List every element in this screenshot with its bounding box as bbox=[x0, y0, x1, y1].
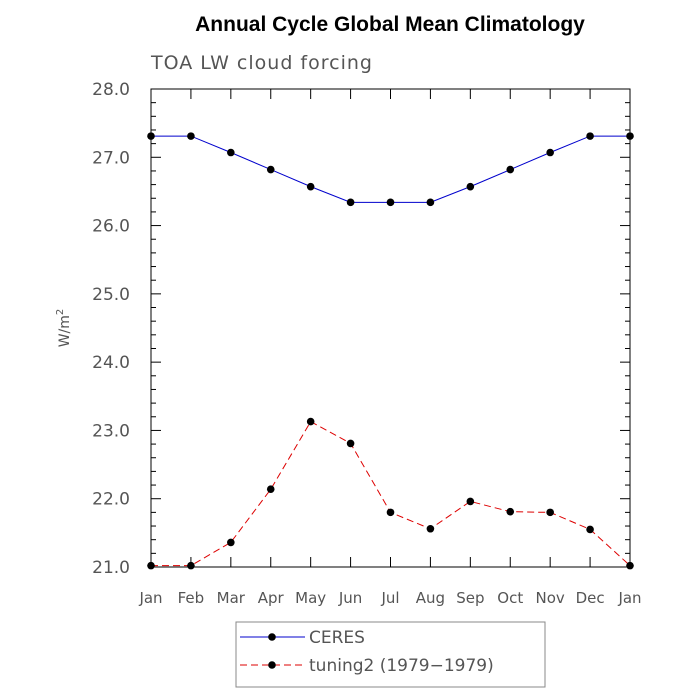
series-0 bbox=[147, 132, 634, 207]
data-point bbox=[227, 148, 235, 157]
y-tick-label: 23.0 bbox=[92, 421, 130, 441]
x-tick-label: Aug bbox=[416, 589, 445, 607]
data-point bbox=[187, 132, 195, 140]
data-point bbox=[506, 507, 515, 516]
y-tick-label: 21.0 bbox=[92, 558, 130, 578]
y-tick-label: 26.0 bbox=[92, 217, 130, 237]
series-1 bbox=[147, 417, 634, 570]
x-tick-label: Feb bbox=[178, 589, 205, 607]
data-point bbox=[266, 165, 275, 174]
legend-marker-0 bbox=[268, 633, 276, 641]
data-point bbox=[546, 148, 554, 157]
major-ticks bbox=[150, 88, 631, 568]
x-tick-label: Dec bbox=[576, 589, 605, 607]
y-tick-label: 22.0 bbox=[92, 490, 130, 510]
x-tick-label: Nov bbox=[536, 589, 565, 607]
data-point bbox=[187, 561, 195, 570]
legend-entries: CERES tuning2 (1979−1979) bbox=[240, 628, 494, 676]
data-point bbox=[626, 132, 634, 140]
data-point bbox=[386, 508, 395, 517]
y-tick-label: 27.0 bbox=[92, 148, 130, 168]
x-tick-label: Jun bbox=[338, 589, 362, 607]
series-line-1 bbox=[151, 420, 631, 567]
y-axis-label-superscript: 2 bbox=[55, 309, 66, 315]
data-point bbox=[586, 525, 594, 534]
series-line-0 bbox=[151, 135, 630, 203]
data-point bbox=[426, 524, 435, 533]
y-axis-label: W/m2 bbox=[55, 309, 73, 348]
legend-label-0: CERES bbox=[309, 628, 365, 648]
series-layer bbox=[147, 132, 634, 570]
data-point bbox=[466, 182, 475, 191]
legend-box bbox=[235, 621, 546, 688]
plot-frame bbox=[150, 88, 631, 568]
legend-marker-1 bbox=[268, 661, 276, 669]
data-point bbox=[147, 132, 155, 140]
data-point bbox=[147, 561, 155, 570]
chart-subtitle: TOA LW cloud forcing bbox=[150, 52, 373, 74]
data-point bbox=[306, 417, 315, 426]
y-tick-label: 25.0 bbox=[92, 285, 130, 305]
data-point bbox=[546, 508, 554, 517]
x-tick-label: Jan bbox=[617, 589, 641, 607]
data-point bbox=[346, 198, 355, 207]
x-tick-label: Jan bbox=[138, 589, 162, 607]
x-tick-label: May bbox=[295, 589, 326, 607]
data-point bbox=[506, 165, 515, 174]
data-point bbox=[266, 485, 275, 493]
x-tick-label: Mar bbox=[217, 589, 246, 607]
minor-ticks bbox=[151, 102, 630, 554]
data-point bbox=[466, 497, 475, 506]
x-tick-label: Sep bbox=[456, 589, 484, 607]
legend: CERES tuning2 (1979−1979) bbox=[235, 621, 546, 688]
legend-label-1: tuning2 (1979−1979) bbox=[309, 656, 494, 676]
data-point bbox=[426, 198, 435, 207]
chart-title: Annual Cycle Global Mean Climatology bbox=[195, 13, 585, 36]
data-point bbox=[586, 132, 594, 140]
x-tick-labels: Jan Feb Mar Apr May Jun Jul Aug Sep Oct Nov Dec Jan bbox=[138, 589, 641, 607]
data-point bbox=[626, 561, 634, 570]
data-point bbox=[346, 439, 355, 448]
x-tick-label: Apr bbox=[258, 589, 285, 607]
x-tick-label: Oct bbox=[497, 589, 523, 607]
y-tick-label: 28.0 bbox=[92, 80, 130, 100]
data-point bbox=[227, 538, 235, 547]
y-tick-labels: 28.0 27.0 26.0 25.0 24.0 23.0 22.0 21.0 bbox=[92, 80, 130, 578]
data-point bbox=[386, 198, 395, 207]
data-point bbox=[306, 182, 315, 191]
y-axis-label-text: W/m bbox=[57, 315, 73, 347]
x-tick-label: Jul bbox=[380, 589, 399, 607]
y-tick-label: 24.0 bbox=[92, 353, 130, 373]
